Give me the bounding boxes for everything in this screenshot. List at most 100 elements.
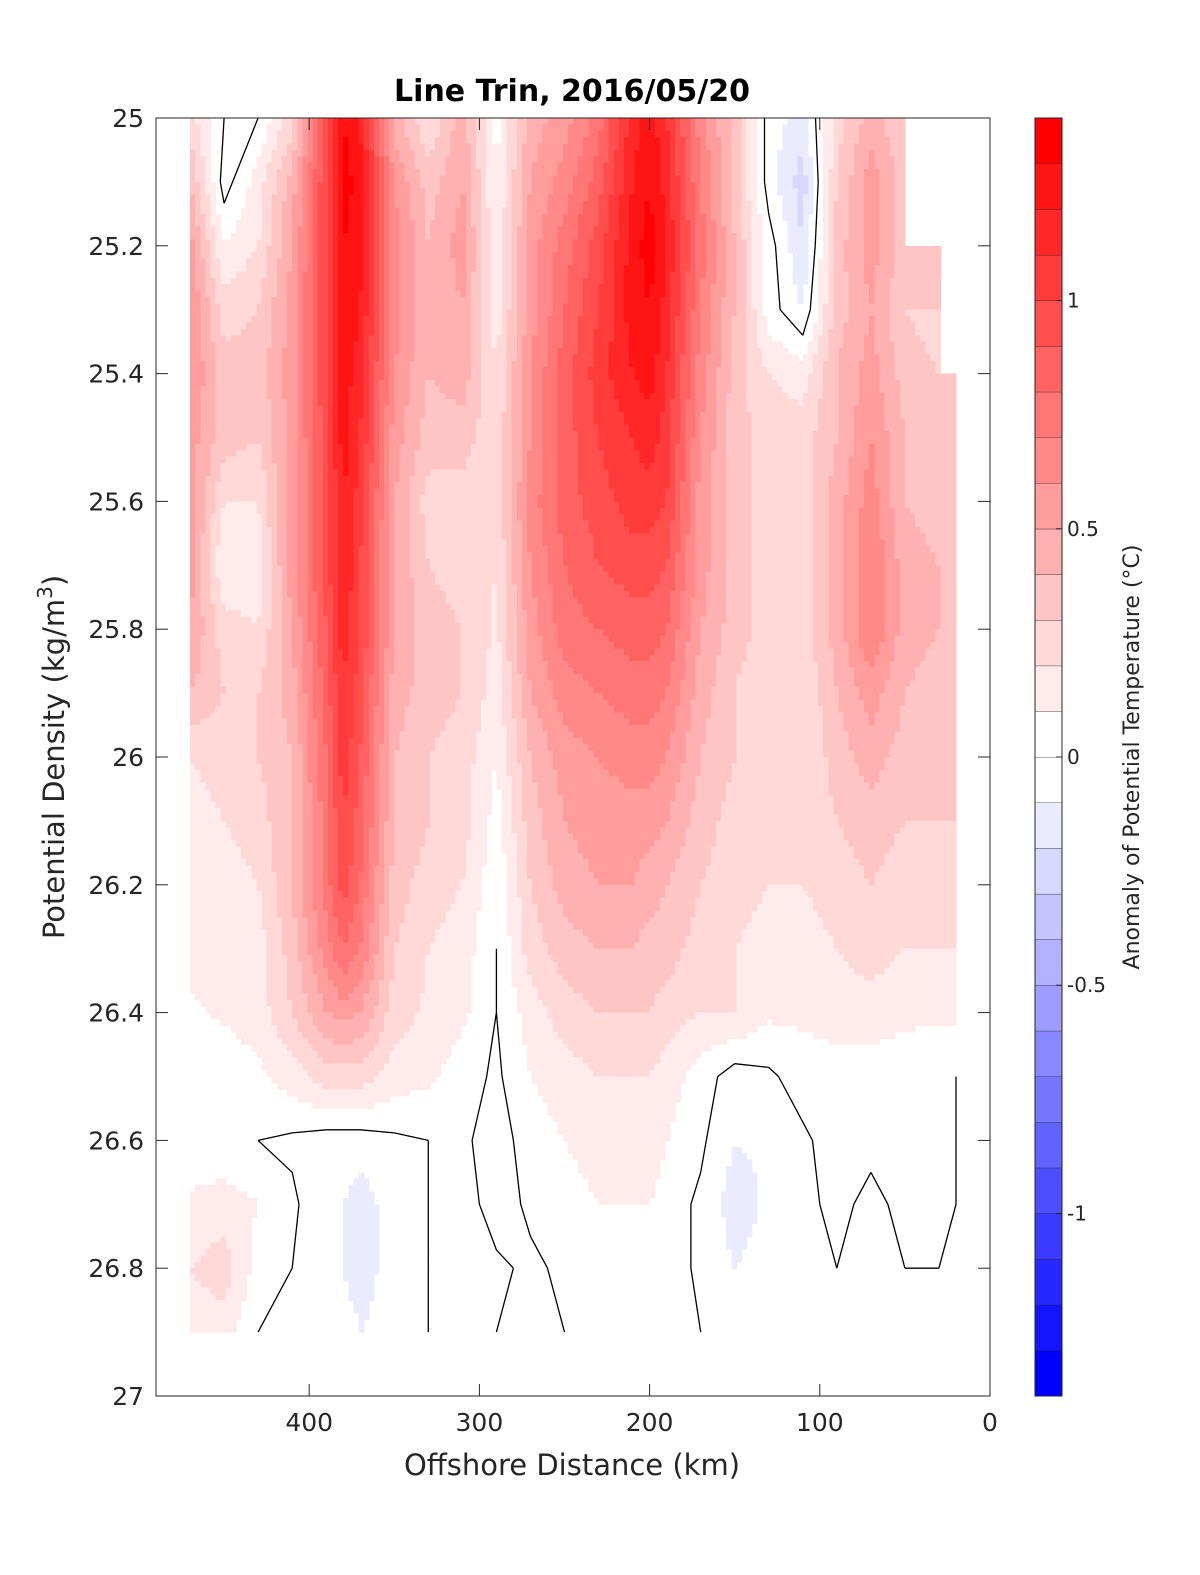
field-cell: [246, 258, 268, 266]
field-cell: [848, 188, 865, 196]
field-cell: [394, 520, 411, 528]
field-cell: [327, 520, 339, 528]
field-cell: [210, 552, 217, 560]
field-cell: [802, 156, 814, 164]
field-cell: [552, 603, 584, 611]
field-cell: [726, 290, 737, 298]
field-cell: [736, 303, 748, 311]
field-cell: [378, 124, 385, 132]
field-cell: [358, 303, 370, 311]
field-cell: [624, 712, 656, 720]
field-cell: [481, 194, 487, 202]
field-cell: [373, 539, 380, 547]
field-cell: [695, 654, 717, 662]
field-cell: [542, 399, 559, 407]
field-cell: [281, 578, 288, 586]
field-cell: [220, 526, 263, 534]
field-cell: [195, 245, 201, 253]
field-cell: [271, 411, 288, 419]
field-cell: [281, 220, 293, 228]
field-cell: [373, 303, 380, 311]
field-cell: [414, 680, 462, 688]
field-cell: [511, 220, 523, 228]
field-cell: [378, 641, 390, 649]
field-cell: [368, 584, 375, 592]
field-cell: [567, 565, 605, 573]
field-cell: [516, 737, 528, 745]
field-cell: [583, 303, 600, 311]
field-cell: [430, 757, 477, 764]
field-cell: [511, 533, 523, 541]
field-cell: [608, 360, 630, 368]
field-cell: [399, 245, 416, 253]
field-cell: [501, 418, 513, 426]
field-cell: [327, 162, 334, 170]
field-cell: [521, 578, 533, 586]
field-cell: [613, 239, 630, 247]
field-cell: [435, 207, 457, 215]
field-cell: [491, 622, 498, 630]
field-cell: [256, 725, 288, 733]
field-cell: [200, 411, 217, 419]
field-cell: [292, 220, 303, 228]
field-cell: [675, 558, 686, 566]
field-cell: [843, 565, 860, 573]
field-cell: [384, 226, 390, 234]
field-cell: [281, 207, 293, 215]
field-cell: [307, 763, 319, 771]
field-cell: [593, 335, 615, 343]
field-cell: [317, 271, 329, 279]
field-cell: [659, 162, 671, 170]
field-cell: [384, 667, 395, 675]
field-cell: [511, 207, 523, 215]
field-cell: [266, 507, 278, 515]
field-cell: [481, 213, 492, 221]
field-cell: [807, 373, 824, 381]
field-cell: [532, 443, 543, 451]
field-cell: [629, 245, 640, 253]
field-cell: [271, 233, 283, 241]
field-cell: [843, 635, 860, 643]
field-cell: [731, 341, 748, 349]
field-cell: [261, 673, 283, 681]
field-cell: [552, 290, 569, 298]
field-cell: [389, 443, 400, 451]
field-cell: [715, 661, 743, 669]
field-cell: [312, 463, 324, 471]
field-cell: [823, 213, 829, 221]
field-cell: [414, 648, 462, 656]
field-cell: [552, 757, 600, 764]
field-cell: [399, 149, 416, 157]
field-cell: [639, 386, 656, 394]
field-cell: [205, 514, 212, 522]
field-cell: [685, 207, 697, 215]
field-cell: [501, 264, 513, 272]
field-cell: [394, 188, 411, 196]
field-cell: [190, 175, 196, 183]
field-cell: [521, 437, 533, 445]
field-cell: [205, 475, 222, 483]
field-cell: [389, 201, 395, 209]
field-cell: [864, 277, 875, 285]
field-cell: [200, 137, 212, 145]
field-cell: [389, 348, 400, 356]
field-cell: [899, 616, 942, 624]
field-cell: [210, 213, 222, 221]
field-cell: [389, 277, 400, 285]
field-cell: [787, 118, 809, 125]
field-cell: [695, 290, 702, 298]
field-cell: [690, 616, 702, 624]
field-cell: [940, 616, 957, 624]
field-cell: [363, 271, 370, 279]
field-cell: [322, 118, 329, 125]
field-cell: [511, 526, 523, 534]
field-cell: [659, 149, 671, 157]
field-cell: [664, 565, 676, 573]
field-cell: [516, 718, 528, 726]
field-cell: [705, 258, 717, 266]
field-cell: [317, 328, 329, 336]
field-cell: [511, 360, 523, 368]
field-cell: [394, 539, 411, 547]
field-cell: [338, 552, 355, 560]
field-cell: [670, 284, 681, 292]
